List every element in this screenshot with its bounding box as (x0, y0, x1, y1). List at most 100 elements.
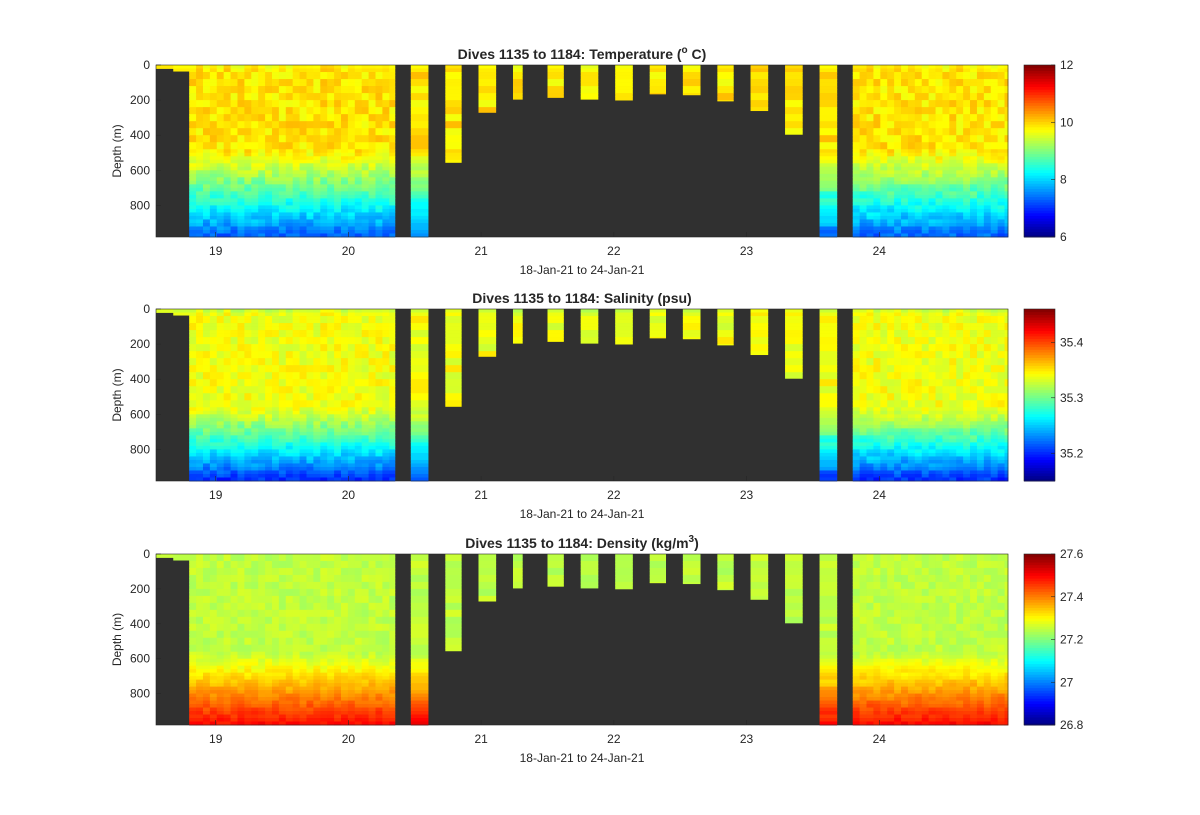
heatmap-cell (859, 131, 867, 136)
heatmap-cell (921, 379, 930, 384)
heatmap-cell (983, 96, 992, 101)
heatmap-cell (901, 463, 909, 468)
heatmap-cell (306, 212, 314, 217)
heatmap-cell (866, 445, 874, 450)
heatmap-cell (285, 135, 294, 140)
heatmap-cell (306, 386, 314, 391)
heatmap-cell (887, 201, 895, 206)
heatmap-cell (819, 149, 838, 154)
heatmap-cell (265, 226, 273, 231)
heatmap-cell (202, 445, 211, 450)
heatmap-cell (907, 89, 916, 94)
heatmap-cell (223, 222, 231, 227)
heatmap-cell (375, 344, 383, 349)
heatmap-cell (970, 89, 978, 94)
heatmap-cell (285, 75, 294, 80)
heatmap-cell (292, 309, 300, 313)
heatmap-cell (237, 365, 245, 370)
heatmap-cell (354, 452, 363, 457)
heatmap-cell (921, 152, 930, 157)
heatmap-cell (375, 407, 383, 412)
heatmap-cell (615, 86, 633, 90)
heatmap-cell (410, 79, 429, 83)
heatmap-cell (859, 442, 867, 447)
heatmap-cell (956, 173, 964, 178)
heatmap-cell (299, 198, 307, 203)
heatmap-cell (265, 156, 273, 161)
heatmap-cell (202, 351, 211, 356)
heatmap-cell (189, 149, 197, 154)
heatmap-cell (278, 459, 287, 464)
heatmap-cell (223, 340, 231, 345)
heatmap-cell (928, 323, 936, 327)
heatmap-cell (963, 163, 971, 168)
heatmap-cell (230, 152, 238, 157)
heatmap-cell (512, 75, 523, 80)
heatmap-cell (963, 173, 971, 178)
heatmap-cell (354, 138, 363, 143)
heatmap-cell (859, 351, 867, 356)
heatmap-cell (368, 72, 376, 76)
heatmap-cell (251, 187, 259, 192)
heatmap-cell (196, 110, 204, 115)
heatmap-cell (327, 347, 335, 352)
heatmap-cell (196, 456, 204, 461)
heatmap-cell (907, 372, 916, 377)
heatmap-cell (209, 330, 218, 334)
heatmap-cell (189, 233, 197, 238)
heatmap-cell (265, 117, 273, 122)
heatmap-cell (873, 319, 881, 324)
heatmap-cell (347, 382, 356, 387)
heatmap-cell (949, 170, 957, 175)
heatmap-cell (278, 473, 287, 478)
heatmap-cell (202, 86, 211, 90)
heatmap-cell (942, 82, 950, 87)
heatmap-cell (859, 201, 867, 206)
heatmap-cell (265, 424, 273, 429)
heatmap-cell (258, 414, 266, 419)
heatmap-cell (928, 177, 936, 182)
heatmap-cell (347, 358, 356, 363)
heatmap-cell (341, 340, 349, 345)
heatmap-cell (209, 166, 218, 171)
heatmap-cell (341, 177, 349, 182)
heatmap-cell (278, 86, 287, 90)
chart-title-end: C) (688, 46, 707, 62)
heatmap-cell (935, 212, 943, 217)
heatmap-cell (963, 75, 971, 80)
heatmap-cell (292, 107, 300, 112)
heatmap-cell (209, 177, 218, 182)
heatmap-cell (216, 177, 225, 182)
heatmap-cell (306, 194, 314, 199)
heatmap-cell (976, 215, 985, 220)
heatmap-cell (327, 191, 335, 196)
heatmap-cell (341, 163, 349, 168)
heatmap-cell (354, 173, 363, 178)
heatmap-cell (306, 65, 314, 69)
heatmap-cell (921, 309, 930, 313)
heatmap-cell (901, 142, 909, 147)
heatmap-cell (361, 382, 369, 387)
heatmap-cell (873, 100, 881, 105)
heatmap-cell (306, 326, 314, 331)
heatmap-cell (223, 103, 231, 108)
heatmap-cell (368, 463, 376, 468)
heatmap-cell (320, 358, 328, 363)
heatmap-cell (949, 180, 957, 185)
heatmap-cell (382, 333, 390, 338)
heatmap-cell (299, 326, 307, 331)
heatmap-cell (285, 477, 294, 482)
heatmap-cell (921, 393, 930, 398)
heatmap-cell (873, 459, 881, 464)
heatmap-cell (244, 166, 252, 171)
heatmap-cell (196, 131, 204, 136)
heatmap-cell (368, 138, 376, 143)
heatmap-cell (873, 417, 881, 422)
colorbar-segment (1024, 75, 1055, 79)
heatmap-cell (299, 459, 307, 464)
heatmap-cell (859, 142, 867, 147)
heatmap-cell (299, 100, 307, 105)
heatmap-cell (928, 89, 936, 94)
heatmap-cell (361, 96, 369, 101)
heatmap-cell (313, 215, 321, 220)
